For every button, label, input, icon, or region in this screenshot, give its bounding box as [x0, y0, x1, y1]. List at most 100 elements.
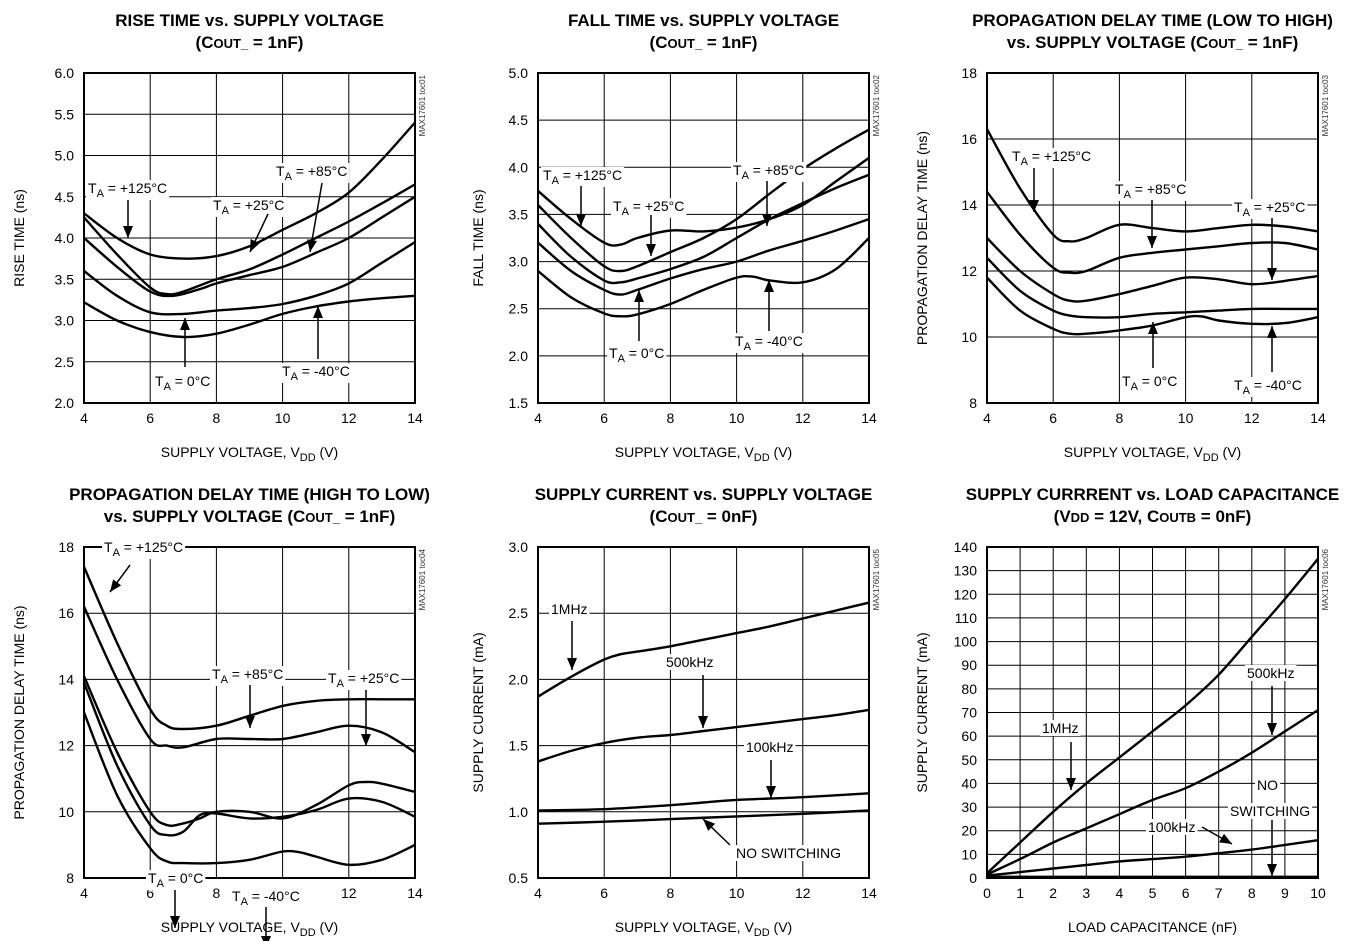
annotation-arrow-head	[261, 936, 271, 941]
chart-svg: PROPAGATION DELAY TIME (HIGH TO LOW) vs. …	[11, 485, 430, 941]
x-tick-label: 6	[1182, 885, 1190, 901]
series-line	[84, 195, 415, 298]
annotation-arrow-head	[703, 819, 716, 831]
chart-subtitle: vs. SUPPLY VOLTAGE (COUT_ = 1nF)	[1007, 33, 1298, 52]
annotation-bg	[274, 163, 350, 183]
annotation-bg	[731, 162, 807, 182]
x-tick-label: 14	[1310, 410, 1326, 426]
series-annotation: TA = -40°C	[735, 333, 803, 353]
annotation-bg	[210, 666, 286, 686]
y-tick-label: 6.0	[55, 65, 75, 81]
chart-prop-delay-high-to-low: PROPAGATION DELAY TIME (HIGH TO LOW) vs. …	[0, 470, 451, 941]
annotation-arrow-head	[762, 214, 772, 226]
chart-subtitle: (COUT_ = 1nF)	[650, 33, 758, 52]
y-tick-label: 8	[66, 870, 74, 886]
x-tick-label: 9	[1281, 885, 1289, 901]
y-tick-label: 2.5	[509, 301, 529, 317]
x-tick-label: 2	[1049, 885, 1057, 901]
y-tick-label: 2.5	[509, 605, 529, 621]
x-tick-label: 6	[146, 410, 154, 426]
x-tick-label: 8	[1116, 410, 1124, 426]
annotation-arrow-head	[698, 716, 708, 728]
annotation-arrow-head	[1066, 778, 1076, 790]
y-tick-label: 60	[961, 728, 977, 744]
y-tick-label: 16	[961, 131, 977, 147]
y-tick-label: 100	[954, 634, 978, 650]
series-annotation: TA = +25°C	[213, 197, 284, 217]
annotation-arrow-head	[245, 716, 255, 728]
chart-title: RISE TIME vs. SUPPLY VOLTAGE	[115, 11, 384, 30]
y-axis-label: SUPPLY CURRENT (mA)	[914, 632, 930, 792]
figure-id: MAX17601 toc02	[872, 74, 881, 136]
x-tick-label: 4	[534, 410, 542, 426]
series-annotation: TA = 0°C	[155, 373, 210, 393]
series-line	[987, 709, 1318, 876]
annotation-arrow-head	[1029, 200, 1039, 212]
y-tick-label: 0	[969, 870, 977, 886]
annotation-bg	[1146, 819, 1198, 835]
series-line	[84, 121, 415, 260]
x-tick-label: 14	[861, 410, 877, 426]
y-tick-label: 3.5	[55, 271, 75, 287]
y-tick-label: 140	[954, 539, 978, 555]
series-line	[84, 241, 415, 316]
series-line	[987, 558, 1318, 875]
chart-subtitle: (COUT_ = 0nF)	[650, 507, 758, 526]
y-axis-label: PROPAGATION DELAY TIME (ns)	[11, 605, 27, 819]
x-tick-label: 8	[667, 410, 675, 426]
annotation-bg	[549, 601, 590, 617]
y-tick-label: 3.0	[509, 254, 529, 270]
x-tick-label: 10	[1178, 410, 1194, 426]
chart-svg: PROPAGATION DELAY TIME (LOW TO HIGH) vs. …	[914, 11, 1333, 464]
chart-svg: SUPPLY CURRRENT vs. LOAD CAPACITANCE (VDD…	[914, 485, 1339, 935]
x-tick-label: 4	[80, 885, 88, 901]
y-tick-label: 4.0	[509, 159, 529, 175]
series-line	[987, 256, 1318, 319]
y-tick-label: 5.0	[509, 65, 529, 81]
y-tick-label: 3.5	[509, 206, 529, 222]
chart-subtitle: vs. SUPPLY VOLTAGE (COUT_ = 1nF)	[104, 507, 395, 526]
y-axis-label: PROPAGATION DELAY TIME (ns)	[914, 131, 930, 345]
series-line	[538, 237, 869, 318]
annotation-bg	[230, 888, 302, 908]
y-tick-label: 40	[961, 775, 977, 791]
y-tick-label: 80	[961, 681, 977, 697]
series-line	[84, 606, 415, 754]
annotation-arrow-head	[766, 786, 776, 798]
series-annotation: NO SWITCHING	[736, 845, 841, 861]
chart-title: FALL TIME vs. SUPPLY VOLTAGE	[568, 11, 839, 30]
y-axis-label: RISE TIME (ns)	[11, 189, 27, 287]
y-tick-label: 16	[58, 605, 74, 621]
y-tick-label: 5.0	[55, 148, 75, 164]
x-axis-label: SUPPLY VOLTAGE, VDD (V)	[161, 919, 338, 939]
chart-svg: SUPPLY CURRENT vs. SUPPLY VOLTAGE (COUT_ …	[470, 485, 881, 939]
chart-supply-current-vs-capacitance: SUPPLY CURRRENT vs. LOAD CAPACITANCE (VDD…	[902, 470, 1353, 940]
annotation-bg	[1120, 373, 1180, 393]
x-tick-label: 8	[213, 885, 221, 901]
plot-frame	[986, 546, 1319, 879]
y-tick-label: 2.5	[55, 354, 75, 370]
x-axis-label: LOAD CAPACITANCE (nF)	[1068, 919, 1237, 935]
series-annotation: TA = +125°C	[543, 167, 622, 187]
annotation-bg	[1232, 377, 1304, 397]
x-axis-label: SUPPLY VOLTAGE, VDD (V)	[161, 444, 338, 464]
x-tick-label: 8	[667, 885, 675, 901]
annotation-arrow-head	[634, 290, 644, 302]
figure-id: MAX17601 toc06	[1321, 548, 1330, 610]
annotation-bg	[1232, 199, 1308, 219]
annotation-bg	[541, 167, 625, 187]
y-tick-label: 18	[58, 539, 74, 555]
annotation-bg	[607, 345, 667, 365]
x-tick-label: 1	[1016, 885, 1024, 901]
annotation-bg	[1245, 665, 1297, 681]
series-annotation: TA = +125°C	[88, 180, 167, 200]
series-line	[84, 682, 415, 837]
chart-title: PROPAGATION DELAY TIME (LOW TO HIGH)	[972, 11, 1333, 30]
x-tick-label: 14	[861, 885, 877, 901]
y-tick-label: 50	[961, 752, 977, 768]
y-tick-label: 18	[961, 65, 977, 81]
y-tick-label: 2.0	[509, 348, 529, 364]
series-annotation: TA = +85°C	[1115, 181, 1186, 201]
series-annotation: TA = 0°C	[609, 345, 664, 365]
series-annotation: TA = +25°C	[328, 670, 399, 690]
